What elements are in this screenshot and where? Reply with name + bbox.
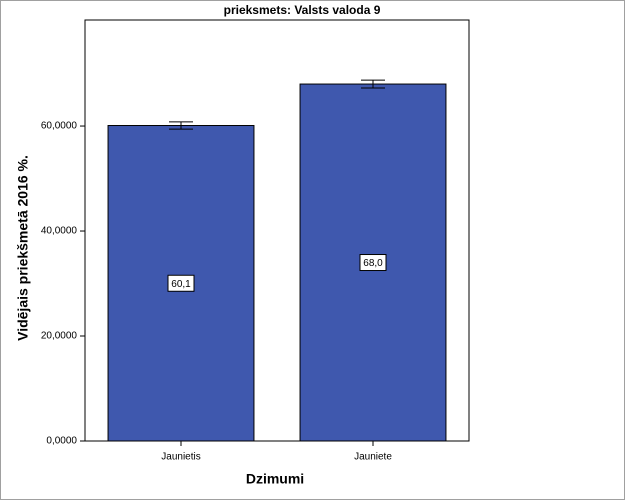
x-tick-label: Jauniete xyxy=(354,452,392,463)
y-tick-label: 20,0000 xyxy=(41,331,78,342)
plot-frame xyxy=(84,19,470,442)
y-tick-label: 0,0000 xyxy=(46,436,77,447)
y-tick-label: 40,0000 xyxy=(41,226,78,237)
y-tick-label: 60,0000 xyxy=(41,121,78,132)
value-label: 60,1 xyxy=(171,279,191,290)
chart-title: prieksmets: Valsts valoda 9 xyxy=(224,3,381,17)
x-tick-label: Jaunietis xyxy=(161,452,200,463)
y-axis-label: Vidējais priekšmetā 2016 %. xyxy=(15,155,31,341)
value-label-box xyxy=(167,274,195,292)
value-label: 68,0 xyxy=(363,258,383,269)
value-label-box xyxy=(359,254,387,272)
x-axis-label: Dzimumi xyxy=(246,471,304,487)
